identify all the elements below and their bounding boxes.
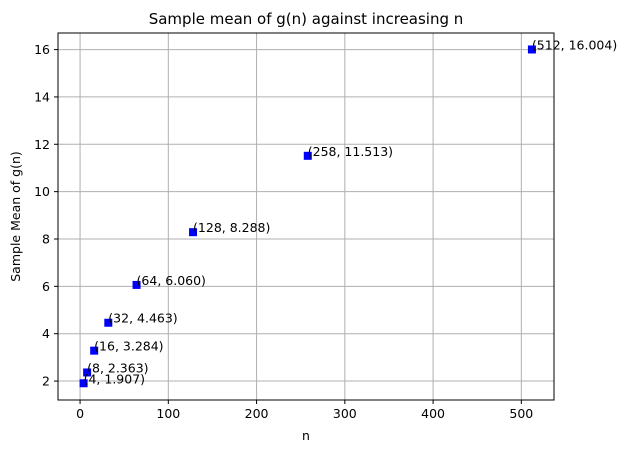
grid <box>58 33 554 400</box>
data-point <box>104 318 113 327</box>
data-labels: (4, 1.907)(8, 2.363) (16, 3.284) (32, 4.46… <box>84 37 618 386</box>
data-point-label: (512, 16.004) <box>532 37 617 52</box>
y-axis-title: Sample Mean of g(n) <box>8 151 23 282</box>
y-tick-label: 6 <box>42 279 50 294</box>
y-tick-label: 12 <box>34 137 50 152</box>
data-point <box>90 346 99 355</box>
data-point-label: (16, 3.284) <box>94 339 163 354</box>
data-point-label: (64, 6.060) <box>137 273 206 288</box>
y-tick-label: 16 <box>34 42 50 57</box>
axis-ticks: 0 100 200 300 400 500 2 4 6 8 10 12 14 16 <box>34 42 533 421</box>
data-point <box>79 379 88 388</box>
x-tick-label: 400 <box>421 406 445 421</box>
x-tick-label: 100 <box>156 406 180 421</box>
x-tick-label: 0 <box>76 406 84 421</box>
data-point-label: (128, 8.288) <box>193 220 270 235</box>
data-point <box>83 368 92 377</box>
y-tick-label: 10 <box>34 184 50 199</box>
data-point-label: (4, 1.907) <box>84 371 145 386</box>
y-tick-label: 14 <box>34 89 50 104</box>
x-axis-title: n <box>302 428 310 443</box>
data-point <box>189 228 198 237</box>
plot-frame <box>57 32 555 401</box>
data-point-label: (32, 4.463) <box>108 311 177 326</box>
data-point <box>132 280 141 289</box>
data-point <box>303 151 312 160</box>
y-tick-label: 2 <box>42 374 50 389</box>
x-tick-label: 300 <box>333 406 357 421</box>
x-tick-label: 500 <box>509 406 533 421</box>
data-points <box>79 45 536 388</box>
data-point-label: (8, 2.363) <box>87 360 148 375</box>
data-point-label: (258, 11.513) <box>308 144 393 159</box>
y-tick-label: 4 <box>42 326 50 341</box>
y-tick-label: 8 <box>42 231 50 246</box>
x-tick-label: 200 <box>245 406 269 421</box>
chart-title: Sample mean of g(n) against increasing n <box>149 10 464 28</box>
data-point <box>527 45 536 54</box>
